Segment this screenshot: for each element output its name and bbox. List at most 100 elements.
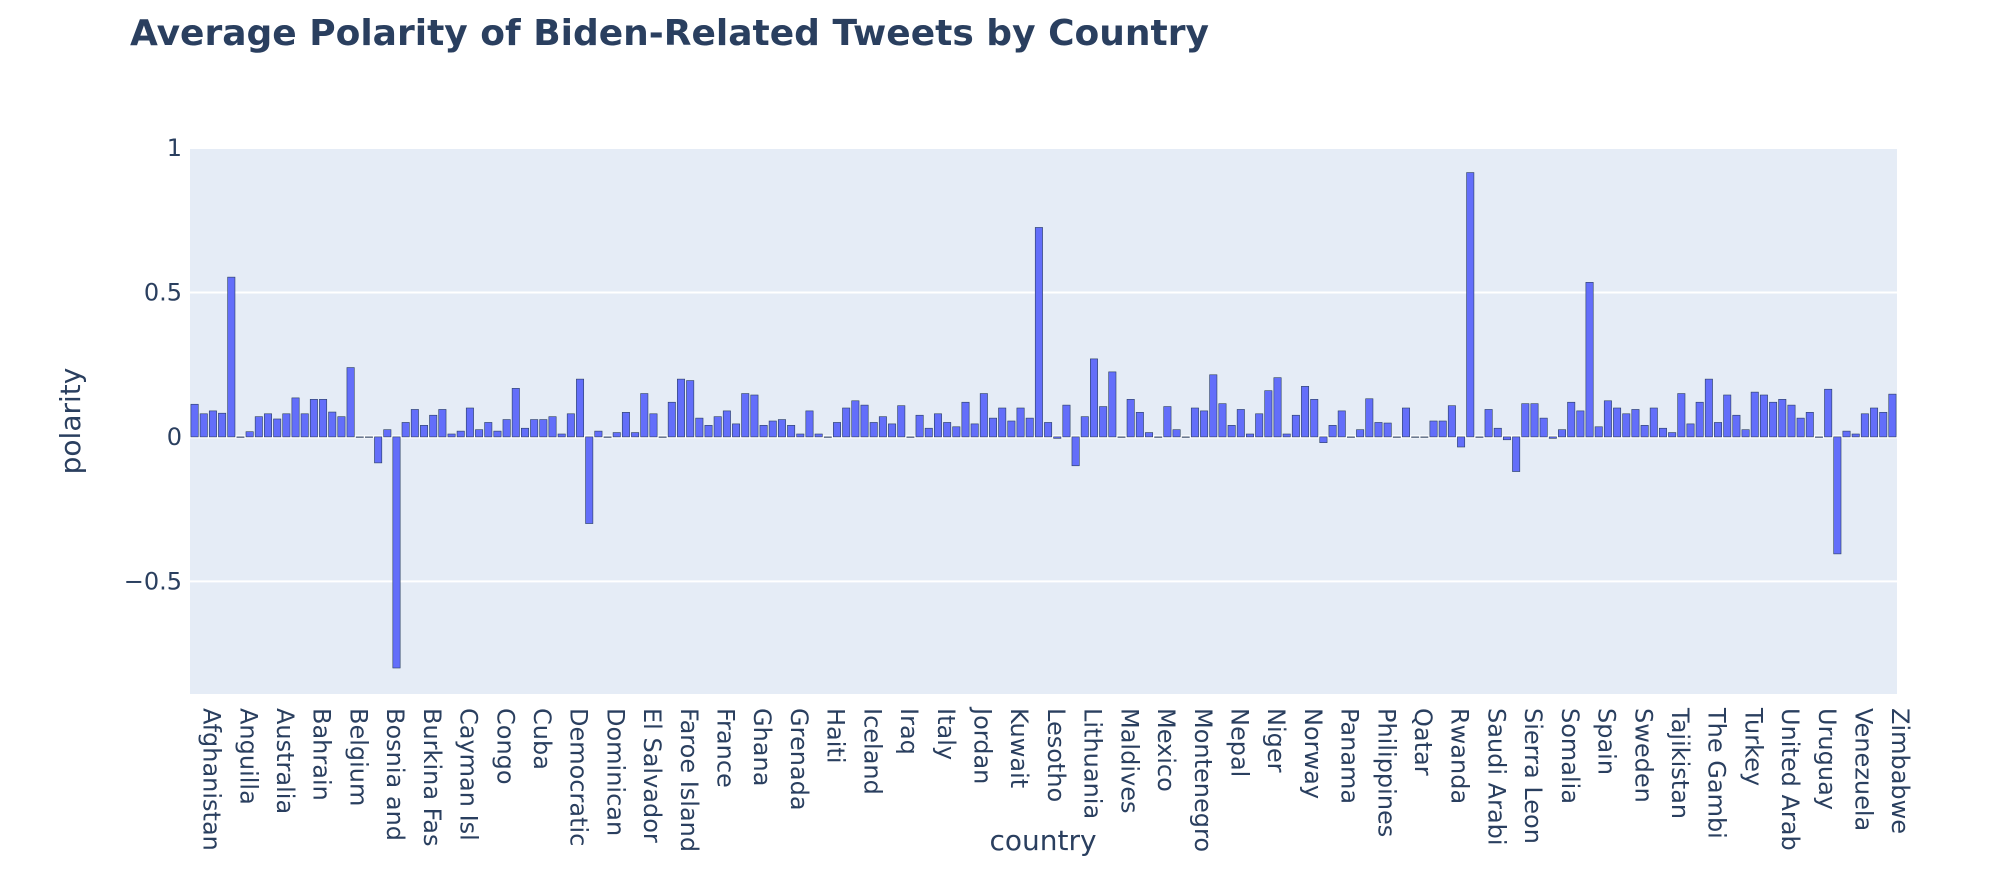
- x-tick-label: Australia: [271, 708, 299, 814]
- bar: [456, 430, 465, 438]
- bar: [851, 400, 860, 438]
- bar: [1558, 429, 1566, 438]
- x-tick-label: Bosnia and: [381, 708, 409, 841]
- bar: [1686, 423, 1695, 438]
- x-tick-label: Lesotho: [1042, 708, 1070, 802]
- bar: [970, 423, 979, 438]
- bar: [539, 419, 548, 438]
- x-tick-label: Uruguay: [1813, 708, 1841, 810]
- bar: [989, 417, 997, 438]
- bar: [658, 436, 667, 438]
- x-tick-label: Faroe Island: [675, 708, 703, 852]
- bars: [190, 172, 1897, 669]
- bar: [1539, 417, 1548, 438]
- bar: [429, 414, 438, 438]
- bar: [1723, 394, 1732, 438]
- x-tick-label: Burkina Fas: [418, 708, 446, 846]
- bar: [998, 407, 1007, 438]
- bar: [961, 401, 970, 438]
- bar: [1438, 420, 1447, 438]
- bar: [1402, 407, 1410, 438]
- x-tick-label: Philippines: [1372, 708, 1400, 837]
- bar: [1044, 422, 1053, 438]
- bar: [1062, 404, 1071, 438]
- bar: [1704, 378, 1713, 438]
- bar: [1493, 427, 1502, 438]
- bar: [1181, 436, 1190, 438]
- bar: [1741, 429, 1750, 438]
- x-tick-label: France: [712, 708, 740, 788]
- bar: [897, 405, 906, 438]
- bar: [805, 410, 814, 438]
- x-tick-label: Dominican: [601, 708, 629, 836]
- bar: [1750, 391, 1759, 438]
- bar: [1502, 436, 1511, 441]
- x-tick-label: Somalia: [1556, 708, 1584, 804]
- bar: [337, 416, 346, 438]
- bar: [1787, 404, 1796, 438]
- bar: [1209, 374, 1218, 438]
- bar: [1585, 282, 1594, 438]
- bar: [447, 433, 456, 438]
- bar: [566, 413, 575, 438]
- bar: [1429, 420, 1438, 438]
- bar: [1007, 420, 1016, 438]
- x-tick-label: Belgium: [344, 708, 372, 806]
- bar: [1759, 394, 1768, 438]
- bar: [1622, 413, 1631, 438]
- bar: [732, 423, 741, 438]
- bar: [1383, 422, 1392, 438]
- x-tick-label: Cuba: [528, 708, 556, 770]
- bar: [869, 422, 878, 438]
- bar: [1668, 432, 1677, 438]
- bar: [475, 429, 484, 438]
- bar: [1870, 407, 1879, 438]
- bar: [465, 407, 474, 438]
- bar: [1594, 426, 1603, 438]
- bar: [1246, 433, 1254, 438]
- bar: [1236, 409, 1245, 438]
- bar: [1457, 436, 1466, 448]
- x-tick-label: Maldives: [1115, 708, 1143, 813]
- bar: [1447, 405, 1456, 438]
- bar: [401, 422, 410, 438]
- x-tick-label: Jordan: [968, 706, 996, 784]
- bar: [1466, 172, 1475, 438]
- bar: [1484, 409, 1493, 438]
- bar: [1778, 399, 1787, 438]
- x-tick-label: Niger: [1262, 708, 1290, 773]
- x-tick-label: Nepal: [1225, 708, 1253, 777]
- bar: [640, 393, 649, 438]
- bar: [309, 399, 318, 438]
- bar: [420, 425, 428, 438]
- bar: [1227, 425, 1236, 438]
- bar: [1420, 436, 1429, 438]
- bar: [1126, 399, 1135, 438]
- bar: [777, 419, 786, 438]
- bar: [1264, 390, 1273, 438]
- bar: [1135, 412, 1144, 438]
- bar: [594, 430, 603, 438]
- bar: [943, 422, 952, 438]
- x-tick-label: Iraq: [895, 708, 923, 755]
- bar: [1567, 401, 1576, 438]
- bar: [374, 436, 383, 464]
- bar: [236, 436, 245, 438]
- bar: [1145, 432, 1154, 438]
- y-axis-ticks: 1 0.5 0 −0.5: [124, 134, 182, 595]
- bar: [1090, 358, 1098, 438]
- bar: [1860, 413, 1869, 438]
- bar: [300, 413, 309, 438]
- bar: [484, 422, 493, 438]
- bar: [833, 422, 841, 438]
- x-tick-label: Grenada: [785, 708, 813, 811]
- plot-area: [190, 148, 1897, 694]
- bar: [1677, 393, 1686, 438]
- bar: [1842, 430, 1851, 438]
- bar: [1172, 429, 1181, 438]
- bar: [1769, 401, 1778, 438]
- bar: [1714, 422, 1723, 438]
- x-tick-label: Iceland: [858, 708, 886, 795]
- bar: [1154, 436, 1163, 438]
- bar: [1649, 407, 1658, 438]
